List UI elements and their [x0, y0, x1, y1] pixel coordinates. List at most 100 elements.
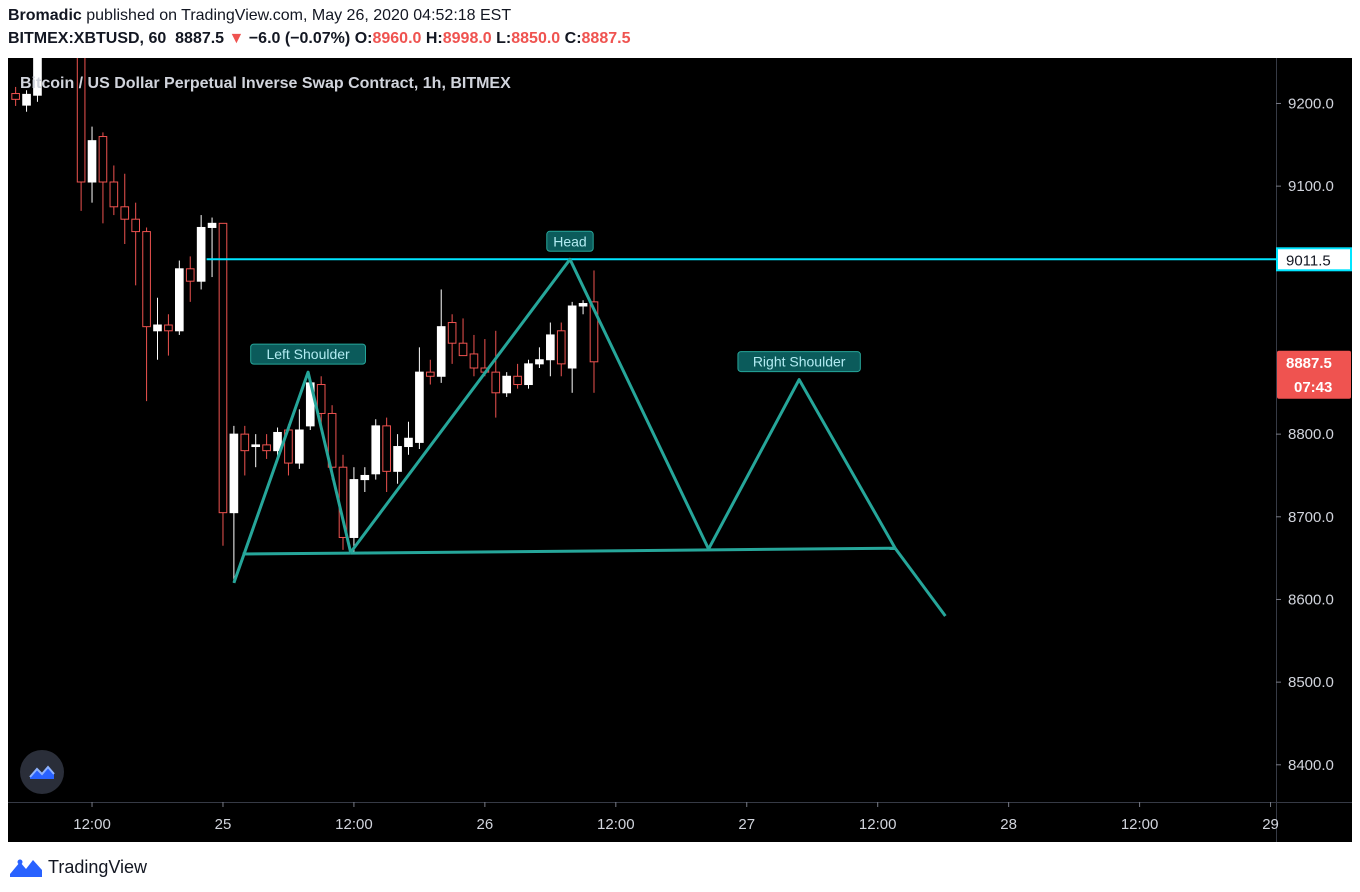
candle-body	[76, 58, 86, 183]
candle-body	[240, 433, 250, 452]
candle-body	[491, 371, 501, 394]
candle-body	[98, 136, 108, 183]
high-label: H:	[425, 30, 443, 47]
footer-brand[interactable]: TradingView	[48, 856, 148, 877]
candle	[578, 300, 588, 315]
candle-body	[415, 371, 424, 443]
candle-body	[229, 433, 239, 514]
candle-body	[262, 444, 271, 452]
candle-body	[131, 218, 140, 233]
candle	[415, 347, 424, 450]
candle	[371, 419, 381, 480]
tradingview-logo-icon[interactable]	[10, 857, 42, 877]
candle-body	[251, 444, 261, 448]
low-value: 8850.0	[511, 30, 561, 47]
published-text: published on TradingView.com, May 26, 20…	[86, 7, 512, 24]
candle	[273, 427, 282, 458]
footer: TradingView	[10, 852, 147, 882]
candle	[393, 434, 402, 484]
neckline-trailing-leg	[893, 547, 947, 617]
candle	[567, 301, 577, 393]
candle	[142, 227, 151, 402]
candle	[164, 314, 173, 356]
open-value: 8960.0	[372, 30, 422, 47]
price-tick-label: 8700.0	[1288, 509, 1334, 526]
candle	[185, 256, 195, 302]
author-name[interactable]: Bromadic	[8, 7, 82, 24]
time-tick-label: 25	[215, 816, 232, 833]
tradingview-watermark-icon[interactable]	[20, 750, 64, 794]
candle	[33, 58, 42, 102]
candle	[87, 126, 97, 203]
label-box	[546, 230, 594, 252]
label-text: Head	[553, 233, 586, 249]
left-shoulder-pattern	[232, 370, 353, 584]
right-shoulder-pattern	[707, 378, 897, 550]
candle-body	[513, 375, 522, 386]
candle	[469, 334, 479, 377]
candle	[175, 260, 184, 335]
time-tick-label: 27	[738, 816, 755, 833]
time-tick-label: 12:00	[73, 816, 111, 833]
candle-body	[87, 140, 97, 183]
candle	[262, 434, 271, 459]
candle	[327, 405, 337, 480]
time-tick-label: 26	[477, 816, 494, 833]
candle-body	[218, 222, 228, 514]
price-chart[interactable]: Left Shoulder Head Right Shoulder 9200.0 91…	[8, 58, 1352, 842]
candle	[131, 202, 140, 286]
label-text: Right Shoulder	[753, 354, 846, 370]
down-arrow-icon: ▼	[228, 30, 245, 47]
candle	[76, 58, 86, 211]
candle	[404, 421, 413, 455]
label-box	[250, 343, 366, 365]
pattern-label: Head	[546, 230, 594, 252]
price-tick-label: 8400.0	[1288, 757, 1334, 774]
label-box	[737, 351, 861, 373]
chart-panel[interactable]: Left Shoulder Head Right Shoulder 9200.0 91…	[8, 58, 1352, 842]
candle	[153, 297, 162, 360]
candle	[98, 132, 108, 224]
candle	[436, 289, 446, 383]
candle	[240, 425, 250, 476]
candle-body	[447, 322, 457, 344]
candle	[109, 165, 119, 216]
candle	[491, 330, 501, 418]
candle	[524, 359, 533, 389]
candle	[120, 173, 130, 244]
candle-body	[567, 305, 577, 369]
candle	[502, 372, 512, 397]
high-value: 8998.0	[442, 30, 492, 47]
candle-body	[185, 268, 195, 282]
bar-countdown-label: 07:43	[1294, 379, 1332, 396]
resistance-price-label: 9011.5	[1286, 252, 1331, 269]
open-label: O:	[354, 30, 373, 47]
price-tick-label: 8800.0	[1288, 426, 1334, 443]
candle-body	[502, 375, 512, 394]
publisher-line: Bromadic published on TradingView.com, M…	[8, 7, 511, 25]
candle	[556, 322, 566, 377]
symbol-label: BITMEX:XBTUSD, 60	[8, 30, 167, 47]
candle-body	[556, 330, 566, 365]
candle-body	[196, 226, 206, 282]
candle	[425, 359, 435, 385]
time-tick-label: 28	[1000, 816, 1017, 833]
price-tick-label: 9200.0	[1288, 95, 1334, 112]
candle-body	[589, 301, 599, 363]
candle-body	[164, 324, 173, 332]
candle-body	[22, 93, 31, 106]
candle	[447, 314, 457, 364]
candle	[535, 347, 544, 368]
price-axis	[1276, 58, 1352, 842]
candle-body	[546, 334, 555, 361]
candle-body	[349, 479, 359, 538]
candle-body	[11, 93, 20, 100]
candle-body	[535, 359, 544, 365]
candle	[458, 318, 468, 357]
candle-body	[120, 206, 130, 220]
price-change: −6.0 (−0.07%)	[248, 30, 351, 47]
time-tick-label: 12:00	[1121, 816, 1159, 833]
candle-body	[578, 303, 588, 307]
candle-body	[33, 58, 42, 96]
candle	[382, 417, 391, 492]
